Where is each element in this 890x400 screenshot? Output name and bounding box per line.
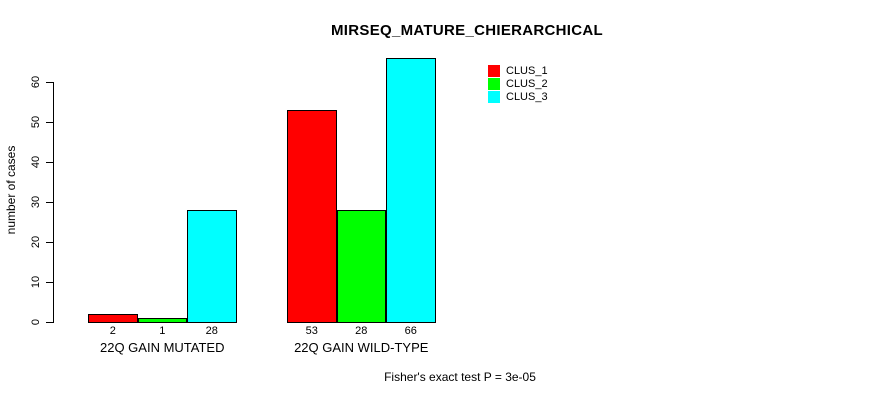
bar-value-label: 28	[205, 325, 218, 337]
legend-label: CLUS_2	[506, 77, 548, 90]
bar-value-label: 1	[159, 325, 166, 337]
legend-swatch	[488, 90, 500, 103]
legend-swatch	[488, 64, 500, 77]
y-axis-tick	[46, 162, 53, 163]
chart-title: MIRSEQ_MATURE_CHIERARCHICAL	[331, 22, 603, 39]
y-axis-tick-label: 20	[30, 235, 42, 249]
legend-item: CLUS_2	[488, 77, 548, 90]
bar-clus_3-group-0	[187, 210, 237, 323]
legend-label: CLUS_1	[506, 64, 548, 77]
bar-value-label: 28	[355, 325, 368, 337]
bar-clus_1-group-0	[88, 314, 138, 323]
y-axis-tick-label: 60	[30, 75, 42, 89]
legend-label: CLUS_3	[506, 90, 548, 103]
y-axis-tick	[46, 282, 53, 283]
legend-item: CLUS_1	[488, 64, 548, 77]
y-axis-tick-label: 50	[30, 115, 42, 129]
y-axis-tick	[46, 202, 53, 203]
legend-swatch	[488, 77, 500, 90]
bar-clus_1-group-1	[287, 110, 337, 323]
y-axis-tick	[46, 122, 53, 123]
bar-value-label: 53	[305, 325, 318, 337]
y-axis-tick	[46, 242, 53, 243]
y-axis-tick	[46, 322, 53, 323]
y-axis-tick-label: 30	[30, 195, 42, 209]
y-axis-tick	[46, 82, 53, 83]
y-axis-tick-label: 10	[30, 275, 42, 289]
legend: CLUS_1 CLUS_2 CLUS_3	[488, 64, 548, 103]
y-axis-tick-label: 0	[30, 318, 42, 326]
bar-clus_2-group-1	[336, 210, 386, 323]
bar-value-label: 66	[404, 325, 417, 337]
legend-item: CLUS_3	[488, 90, 548, 103]
category-label: 22Q GAIN MUTATED	[100, 340, 225, 355]
annotation-text: Fisher's exact test P = 3e-05	[384, 370, 536, 384]
bar-clus_2-group-0	[137, 318, 187, 323]
y-axis-tick-label: 40	[30, 155, 42, 169]
y-axis-title: number of cases	[4, 145, 18, 235]
y-axis-line	[53, 82, 54, 323]
category-label: 22Q GAIN WILD-TYPE	[294, 340, 429, 355]
bar-clus_3-group-1	[386, 58, 436, 323]
bar-value-label: 2	[109, 325, 116, 337]
